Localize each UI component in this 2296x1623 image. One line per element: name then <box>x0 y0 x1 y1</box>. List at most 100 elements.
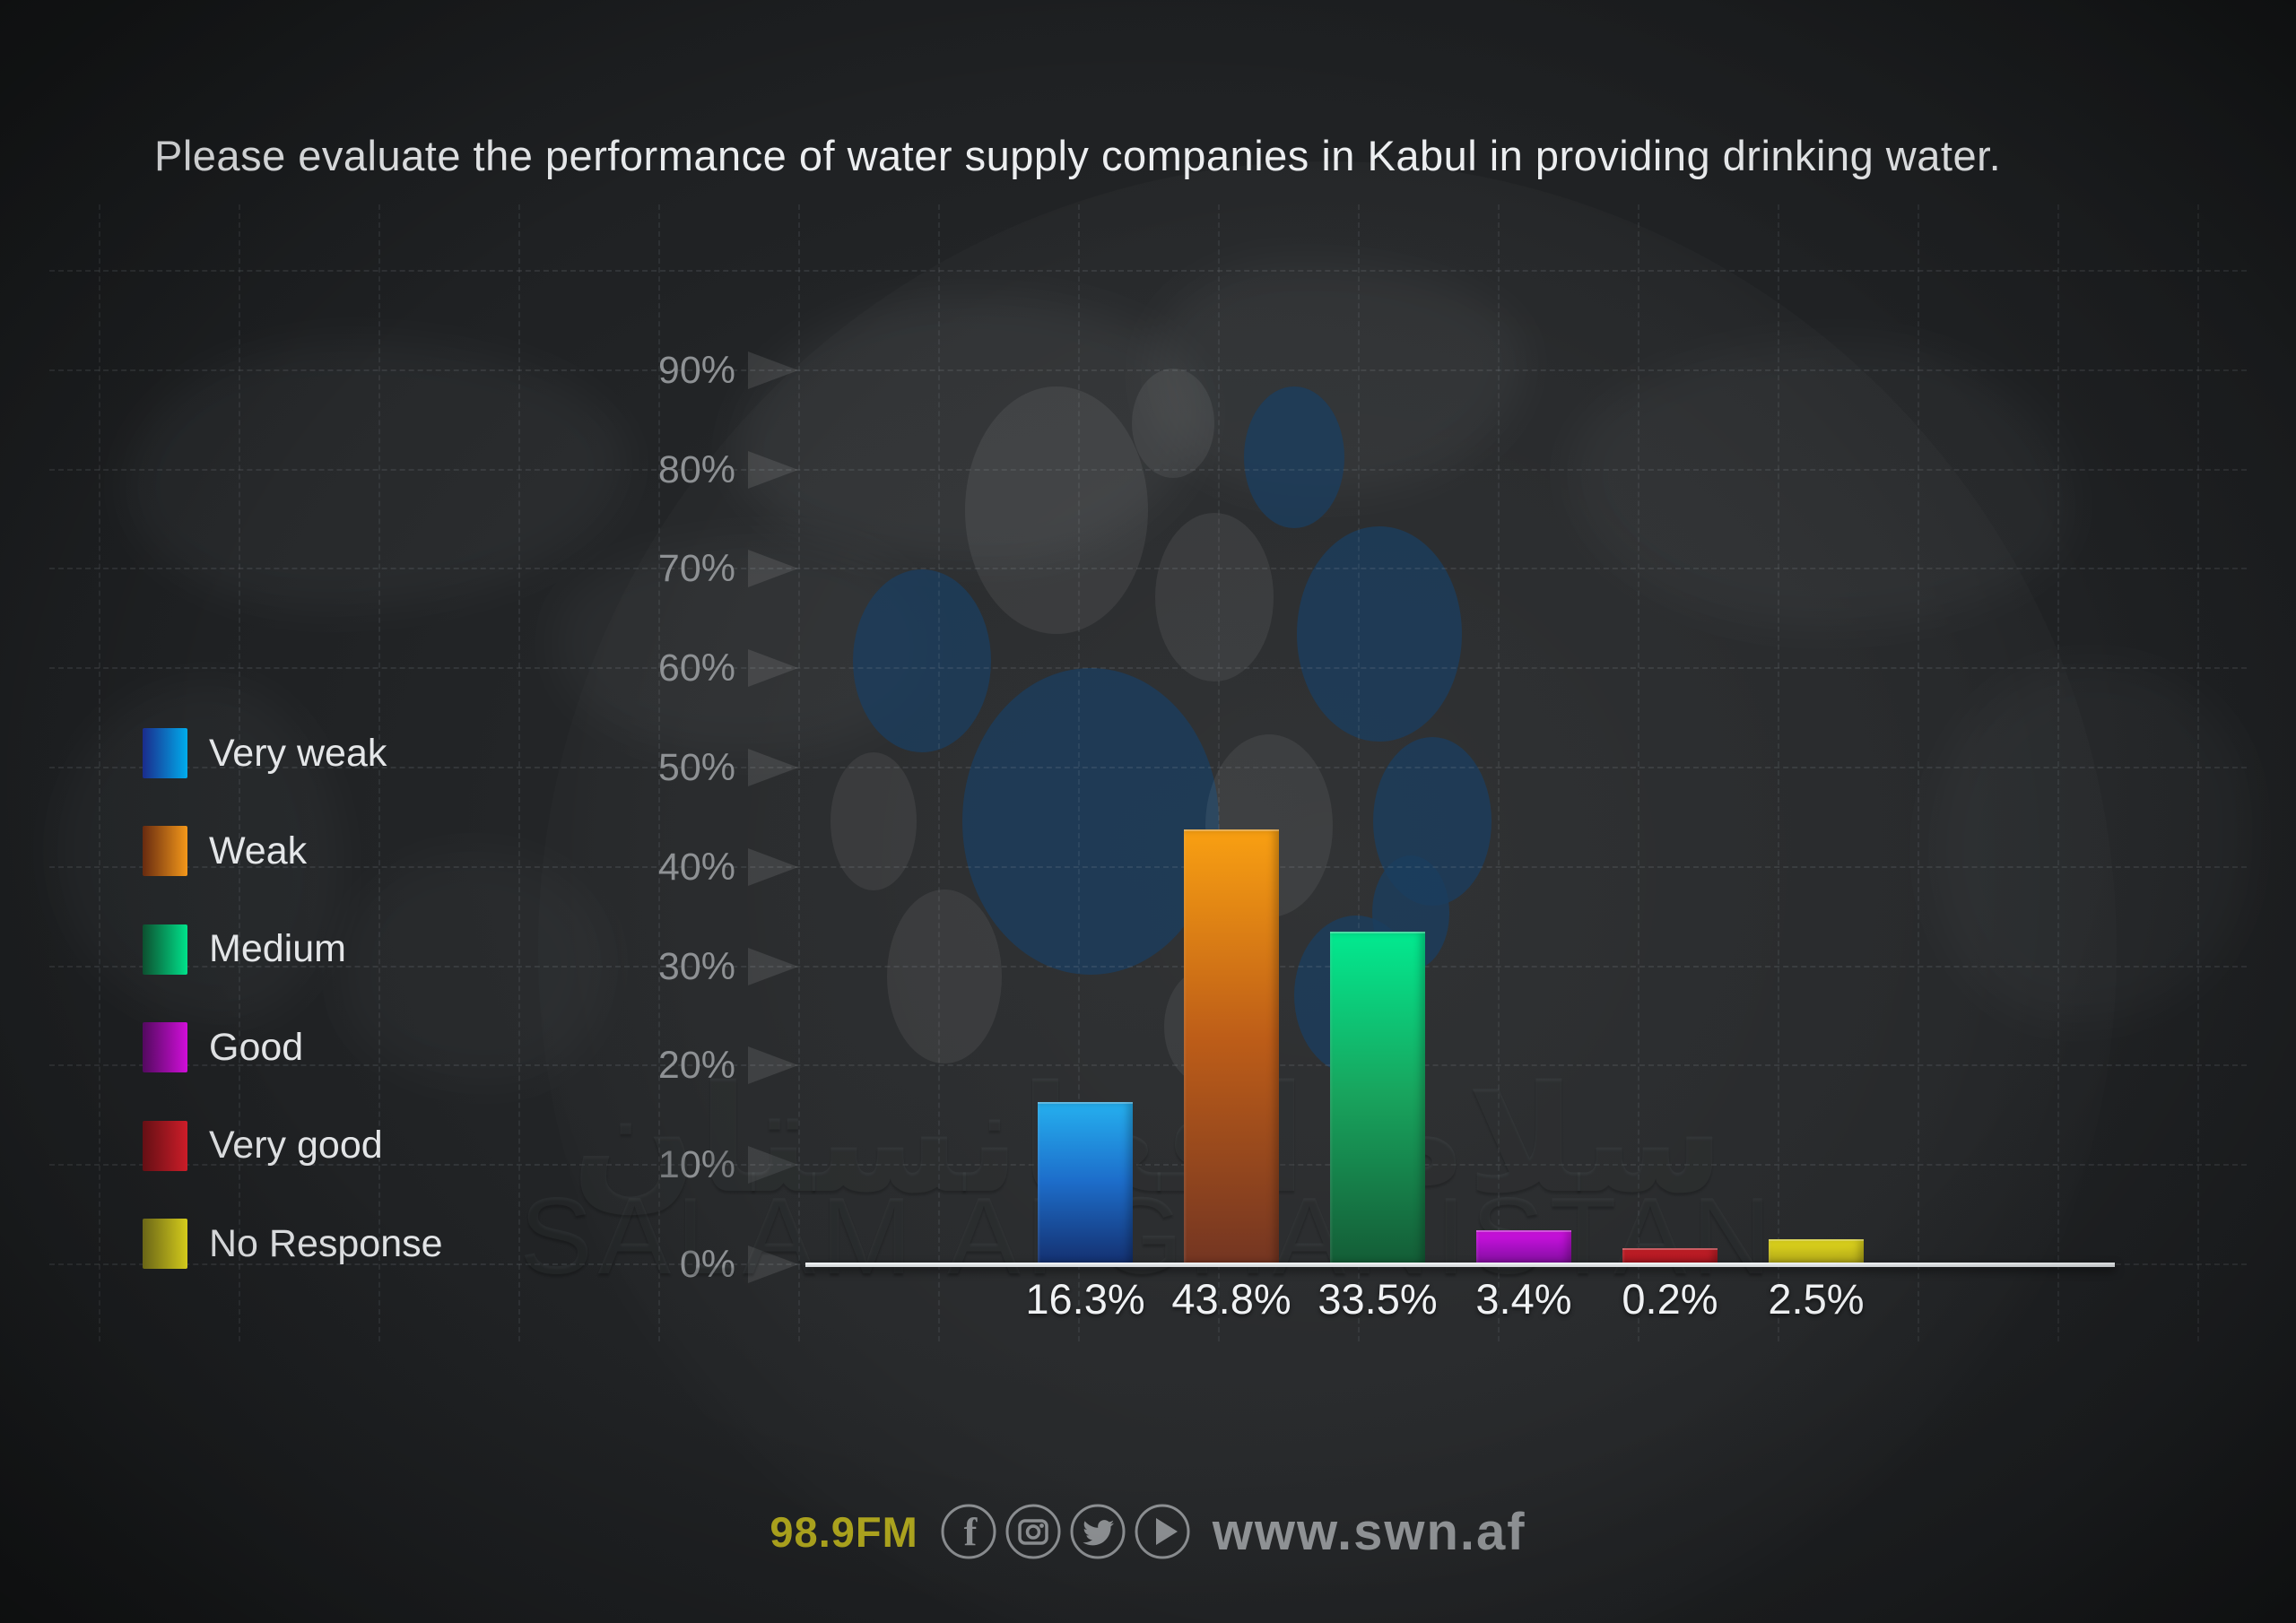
legend-swatch <box>143 1022 187 1073</box>
radio-frequency: 98.9FM <box>770 1507 918 1556</box>
grid-row <box>49 1164 2247 1167</box>
y-axis-tick-40%: 40% <box>657 845 735 889</box>
legend-swatch <box>143 826 187 877</box>
grid-column <box>1638 204 1639 1341</box>
bar-good <box>1476 1230 1571 1265</box>
legend-label: Very weak <box>209 731 387 775</box>
y-axis-tick-90%: 90% <box>657 348 735 392</box>
grid-row <box>49 865 2247 868</box>
bar-weak <box>1184 829 1279 1265</box>
legend-swatch <box>143 924 187 975</box>
grid-column <box>658 204 660 1341</box>
instagram-icon[interactable] <box>1004 1503 1062 1560</box>
bubble <box>962 668 1219 975</box>
footer: 98.9FM f www.swn.af <box>0 1496 2296 1567</box>
bar-value-label: 16.3% <box>1025 1275 1145 1323</box>
y-axis-tick-50%: 50% <box>657 746 735 789</box>
grid-column <box>1778 204 1779 1341</box>
bar-value-label: 43.8% <box>1171 1275 1292 1323</box>
bubble <box>831 752 917 890</box>
map-landmass <box>735 296 1202 565</box>
legend-label: Very good <box>209 1124 383 1167</box>
bar-medium <box>1330 932 1425 1265</box>
tick-arrow-icon <box>748 1046 798 1085</box>
tick-arrow-icon <box>748 351 798 389</box>
bubble <box>1244 386 1344 528</box>
facebook-icon[interactable]: f <box>940 1503 997 1560</box>
y-axis-tick-80%: 80% <box>657 447 735 491</box>
bubble <box>1297 526 1462 742</box>
grid-column <box>798 204 800 1341</box>
grid-row <box>49 965 2247 968</box>
legend-label: Weak <box>209 829 308 872</box>
grid-column <box>938 204 940 1341</box>
y-axis-tick-70%: 70% <box>657 547 735 591</box>
grid-row <box>49 767 2247 768</box>
tick-arrow-icon <box>748 450 798 489</box>
grid-column <box>518 204 520 1341</box>
legend-swatch <box>143 1219 187 1269</box>
bar-very-good <box>1622 1248 1718 1265</box>
tick-arrow-icon <box>748 749 798 786</box>
legend-swatch <box>143 728 187 778</box>
grid-row <box>49 468 2247 471</box>
y-axis-tick-10%: 10% <box>657 1143 735 1187</box>
legend-item-very-good: Very good <box>143 1120 383 1171</box>
grid-row <box>49 270 2247 272</box>
legend-label: No Response <box>209 1221 443 1265</box>
legend-item-medium: Medium <box>143 924 346 975</box>
tick-arrow-icon <box>748 847 798 886</box>
grid-column <box>1918 204 1919 1341</box>
x-axis-line <box>805 1263 2115 1267</box>
tick-arrow-icon <box>748 649 798 688</box>
bubble <box>1132 369 1214 478</box>
bubble <box>853 569 991 752</box>
y-axis-tick-60%: 60% <box>657 647 735 690</box>
grid-column <box>2197 204 2199 1341</box>
play-icon[interactable] <box>1134 1503 1191 1560</box>
grid-row <box>49 667 2247 670</box>
bar-value-label: 0.2% <box>1622 1275 1718 1323</box>
grid-column <box>1498 204 1500 1341</box>
legend-swatch <box>143 1120 187 1171</box>
grid-column <box>1218 204 1220 1341</box>
tick-arrow-icon <box>748 1146 798 1185</box>
website-url[interactable]: www.swn.af <box>1212 1502 1526 1561</box>
watermark-arabic: سلام افغانستان <box>571 1054 1725 1226</box>
chart-title: Please evaluate the performance of water… <box>154 132 2002 179</box>
grid-column <box>378 204 380 1341</box>
legend-item-good: Good <box>143 1022 304 1073</box>
legend-label: Good <box>209 1025 304 1069</box>
map-landmass <box>1570 341 2072 628</box>
twitter-icon[interactable] <box>1069 1503 1126 1560</box>
bar-value-label: 2.5% <box>1768 1275 1865 1323</box>
grid-column <box>1078 204 1080 1341</box>
legend-item-weak: Weak <box>143 826 308 877</box>
bar-no-response <box>1769 1239 1864 1265</box>
y-axis-tick-0%: 0% <box>679 1243 735 1286</box>
y-axis-tick-20%: 20% <box>657 1044 735 1088</box>
grid-row <box>49 1064 2247 1067</box>
grid-row <box>49 369 2247 371</box>
bubble <box>1155 513 1274 681</box>
bar-very-weak <box>1038 1102 1133 1265</box>
bubble <box>965 386 1148 634</box>
bubble <box>887 890 1002 1063</box>
svg-text:f: f <box>963 1510 978 1554</box>
legend-item-very-weak: Very weak <box>143 728 387 778</box>
legend-label: Medium <box>209 927 346 971</box>
bar-value-label: 3.4% <box>1475 1275 1572 1323</box>
legend-item-no-response: No Response <box>143 1219 443 1269</box>
grid-column <box>2057 204 2059 1341</box>
grid-column <box>239 204 240 1341</box>
y-axis-tick-30%: 30% <box>657 944 735 988</box>
tick-arrow-icon <box>748 550 798 588</box>
tick-arrow-icon <box>748 1245 798 1283</box>
tick-arrow-icon <box>748 947 798 985</box>
bar-value-label: 33.5% <box>1318 1275 1438 1323</box>
grid-column <box>1358 204 1360 1341</box>
grid-row <box>49 568 2247 570</box>
grid-column <box>99 204 100 1341</box>
